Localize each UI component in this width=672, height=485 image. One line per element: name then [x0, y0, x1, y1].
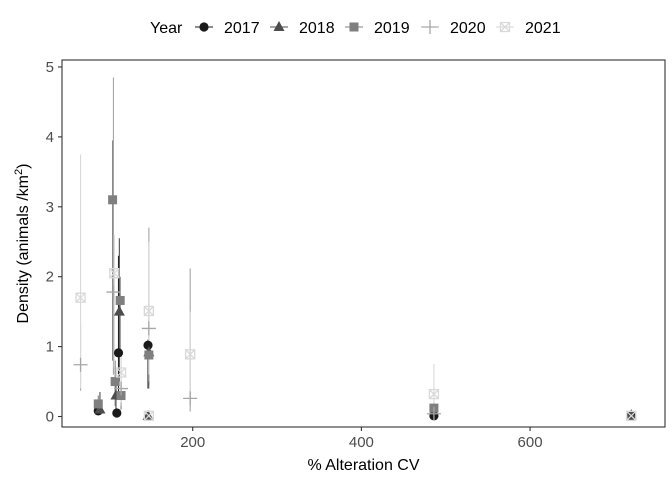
- point-2020: [73, 357, 88, 372]
- legend-symbol-2021: [499, 21, 511, 33]
- point-2019: [110, 377, 120, 387]
- legend-symbol-2018: [273, 21, 285, 31]
- point-2021: [143, 305, 155, 317]
- point-2020: [183, 391, 198, 406]
- point-2020: [106, 285, 121, 300]
- x-tick-label: 400: [349, 434, 374, 451]
- point-2021: [428, 388, 440, 400]
- y-tick-label: 0: [46, 409, 54, 426]
- point-2021: [143, 410, 155, 421]
- y-tick-label: 5: [46, 59, 54, 76]
- legend-item-2020: 2020: [421, 20, 486, 37]
- legend-symbol-2017: [199, 22, 209, 32]
- x-axis-label: % Alteration CV: [307, 457, 419, 474]
- point-2018: [94, 403, 106, 414]
- point-2020: [114, 381, 129, 396]
- y-axis-label-main: Density (animals /km: [15, 175, 32, 323]
- y-axis: 0 1 2 3 4 5: [46, 59, 62, 426]
- point-2017: [113, 348, 124, 358]
- x-axis: 200 400 600: [180, 427, 543, 451]
- point-2018: [113, 305, 125, 316]
- legend-symbol-2020: [423, 20, 437, 34]
- point-2020: [141, 321, 156, 336]
- legend-label: 2018: [299, 20, 335, 37]
- legend-item-2021: 2021: [496, 20, 561, 37]
- legend-label: 2021: [525, 20, 561, 37]
- x-tick-label: 600: [518, 434, 543, 451]
- y-tick-label: 4: [46, 129, 54, 146]
- legend-label: 2019: [374, 20, 410, 37]
- point-2021: [115, 367, 127, 378]
- legend-item-2019: 2019: [345, 20, 410, 37]
- point-2018: [625, 409, 637, 420]
- legend-item-2018: 2018: [270, 20, 335, 37]
- y-axis-label: Density (animals /km2): [13, 164, 32, 324]
- y-axis-label-superscript: 2: [13, 169, 25, 175]
- y-tick-label: 3: [46, 199, 54, 216]
- legend-title: Year: [150, 20, 183, 37]
- point-2019: [108, 195, 118, 205]
- point-2021: [109, 268, 120, 279]
- legend: Year 2017 2018 2019 2020 2021: [150, 20, 561, 37]
- legend-label: 2017: [224, 20, 260, 37]
- x-tick-label: 200: [180, 434, 205, 451]
- y-tick-label: 2: [46, 269, 54, 286]
- legend-symbol-2019: [349, 22, 359, 32]
- legend-item-2017: 2017: [195, 20, 260, 37]
- plot-area: [61, 59, 666, 428]
- point-2017: [112, 408, 122, 418]
- point-2021: [75, 292, 86, 303]
- point-2019: [115, 295, 125, 305]
- point-2019: [144, 350, 154, 360]
- point-2021: [626, 410, 637, 421]
- point-2019: [93, 399, 103, 409]
- y-tick-label: 1: [46, 339, 54, 356]
- point-2017: [143, 340, 153, 350]
- point-2021: [185, 349, 196, 360]
- plot-border: [61, 59, 666, 428]
- legend-label: 2020: [450, 20, 486, 37]
- point-2020: [426, 406, 441, 421]
- y-axis-label-suffix: ): [15, 164, 32, 169]
